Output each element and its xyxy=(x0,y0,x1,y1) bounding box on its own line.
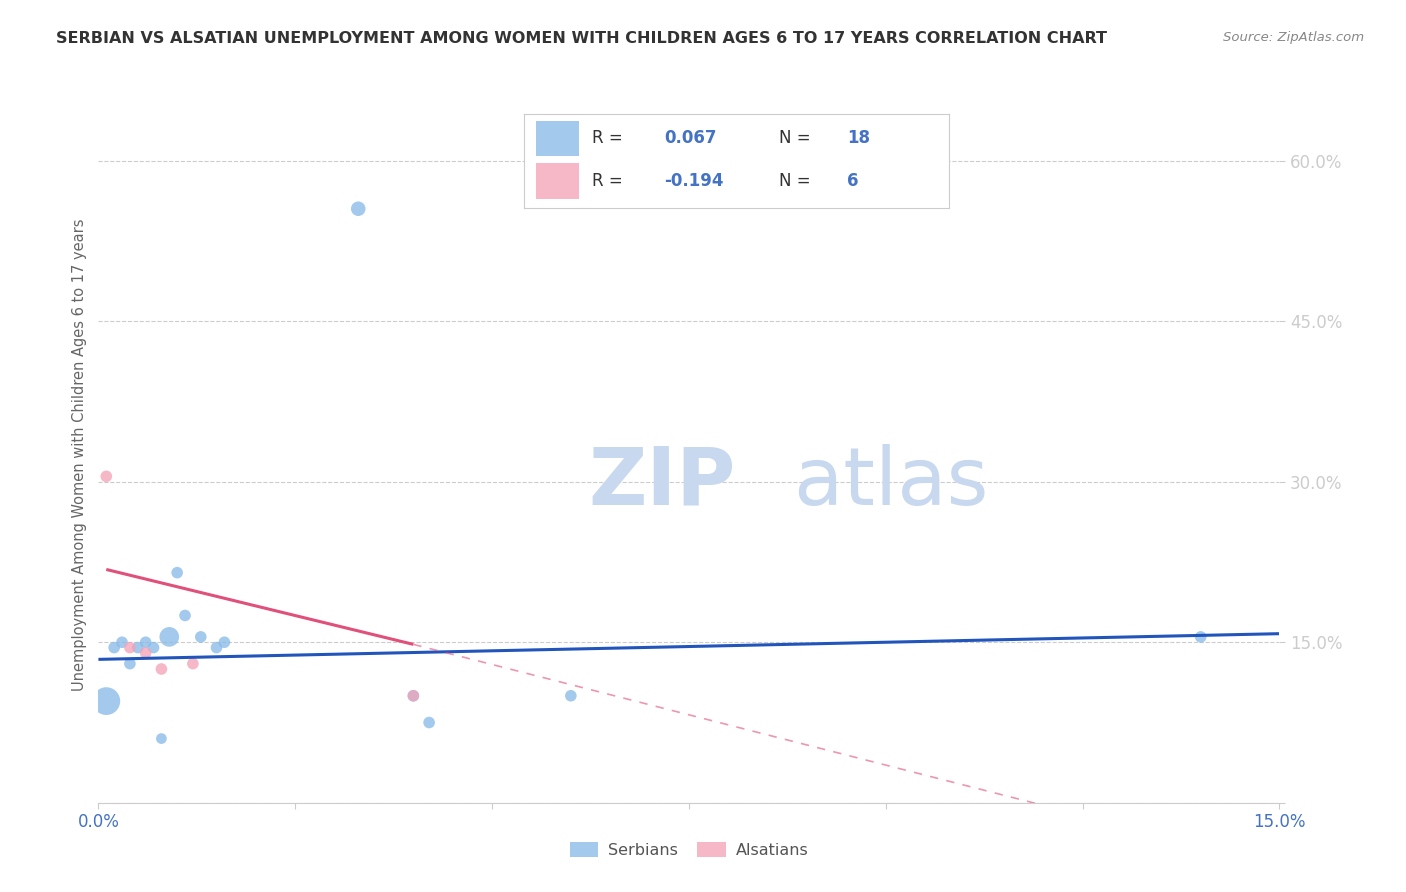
Legend: Serbians, Alsatians: Serbians, Alsatians xyxy=(564,836,814,864)
Point xyxy=(127,640,149,655)
Point xyxy=(347,202,370,216)
Point xyxy=(96,694,118,708)
Point xyxy=(118,657,141,671)
Point xyxy=(418,715,440,730)
Point xyxy=(150,662,173,676)
Point xyxy=(118,640,141,655)
Point xyxy=(111,635,134,649)
Text: SERBIAN VS ALSATIAN UNEMPLOYMENT AMONG WOMEN WITH CHILDREN AGES 6 TO 17 YEARS CO: SERBIAN VS ALSATIAN UNEMPLOYMENT AMONG W… xyxy=(56,31,1108,46)
Point xyxy=(402,689,425,703)
Text: atlas: atlas xyxy=(589,443,988,522)
Point xyxy=(1189,630,1212,644)
Point xyxy=(560,689,582,703)
Text: ZIP: ZIP xyxy=(589,443,735,522)
Point xyxy=(142,640,165,655)
Point xyxy=(402,689,425,703)
Point xyxy=(174,608,197,623)
Y-axis label: Unemployment Among Women with Children Ages 6 to 17 years: Unemployment Among Women with Children A… xyxy=(72,219,87,691)
Point xyxy=(214,635,236,649)
Text: Source: ZipAtlas.com: Source: ZipAtlas.com xyxy=(1223,31,1364,45)
Point xyxy=(96,469,118,483)
Point xyxy=(135,646,157,660)
Point xyxy=(190,630,212,644)
Point xyxy=(181,657,204,671)
Point xyxy=(205,640,228,655)
Point xyxy=(157,630,180,644)
Point xyxy=(166,566,188,580)
Point xyxy=(103,640,125,655)
Point xyxy=(135,635,157,649)
Point xyxy=(150,731,173,746)
